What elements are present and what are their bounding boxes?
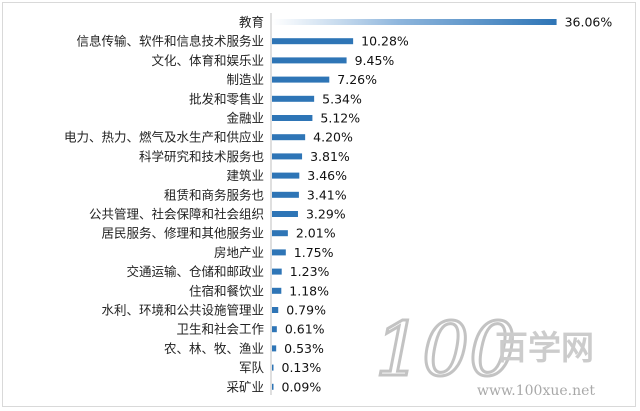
value-label: 4.20% bbox=[313, 130, 353, 145]
value-label: 5.34% bbox=[322, 91, 362, 106]
bar bbox=[272, 364, 274, 371]
category-label: 居民服务、修理和其他服务业 bbox=[101, 226, 264, 241]
value-label: 2.01% bbox=[296, 226, 336, 241]
bar bbox=[272, 115, 313, 121]
category-label: 租赁和商务服务也 bbox=[164, 187, 264, 202]
category-label: 制造业 bbox=[226, 72, 264, 87]
value-label: 0.61% bbox=[285, 322, 325, 337]
category-label: 电力、热力、燃气及水生产和供应业 bbox=[64, 130, 264, 145]
category-label: 农、林、牧、渔业 bbox=[164, 341, 264, 356]
bar bbox=[272, 307, 279, 313]
bar bbox=[272, 383, 274, 390]
category-label: 金融业 bbox=[226, 111, 264, 126]
chart-frame: 100 百学网 www.100xue.net 教育信息传输、软件和信息技术服务业… bbox=[2, 2, 636, 407]
watermark-logo: 100 百学网 www.100xue.net bbox=[374, 306, 596, 400]
value-label: 1.75% bbox=[294, 245, 334, 260]
bar bbox=[272, 38, 354, 45]
bar bbox=[272, 76, 330, 83]
bar bbox=[272, 345, 277, 352]
value-label: 0.53% bbox=[284, 341, 324, 356]
bar bbox=[272, 326, 277, 333]
value-label: 0.09% bbox=[282, 379, 322, 394]
bar bbox=[272, 134, 306, 141]
category-label: 建筑业 bbox=[226, 168, 264, 183]
value-label: 1.18% bbox=[289, 283, 329, 298]
category-label: 批发和零售业 bbox=[189, 91, 264, 106]
bar bbox=[272, 230, 288, 237]
category-label: 公共管理、社会保障和社会组织 bbox=[89, 207, 264, 222]
value-label: 3.29% bbox=[306, 207, 346, 222]
value-label: 9.45% bbox=[355, 53, 395, 68]
category-labels-group: 教育信息传输、软件和信息技术服务业文化、体育和娱乐业制造业批发和零售业金融业电力… bbox=[64, 15, 265, 395]
category-label: 信息传输、软件和信息技术服务业 bbox=[76, 34, 264, 49]
value-label: 1.23% bbox=[290, 264, 330, 279]
category-label: 住宿和餐饮业 bbox=[189, 283, 264, 298]
bar bbox=[272, 153, 303, 160]
bar bbox=[272, 95, 315, 102]
bars-group bbox=[272, 19, 557, 390]
category-label: 科学研究和技术服务也 bbox=[139, 149, 264, 164]
category-label: 卫生和社会工作 bbox=[176, 322, 264, 337]
category-label: 教育 bbox=[239, 15, 264, 30]
value-label: 10.28% bbox=[361, 34, 409, 49]
bar bbox=[272, 249, 286, 256]
value-labels-group: 36.06% 10.28% 9.45% 7.26% 5.34% 5.12% 4.20% 3.8… bbox=[282, 15, 613, 395]
value-label: 0.13% bbox=[282, 360, 322, 375]
bar bbox=[272, 287, 282, 294]
bar bbox=[272, 57, 347, 64]
value-label: 3.81% bbox=[310, 149, 350, 164]
category-label: 交通运输、仓储和邮政业 bbox=[126, 264, 264, 279]
bar bbox=[272, 268, 282, 275]
category-label: 军队 bbox=[239, 360, 265, 375]
bar bbox=[272, 191, 299, 198]
value-label: 5.12% bbox=[320, 111, 360, 126]
category-label: 水利、环境和公共设施管理业 bbox=[101, 303, 264, 318]
category-label: 房地产业 bbox=[214, 245, 264, 260]
watermark-brand: 百学网 bbox=[495, 328, 594, 367]
bar bbox=[272, 172, 300, 179]
value-label: 3.41% bbox=[307, 187, 347, 202]
bar bbox=[272, 19, 557, 25]
watermark-url: www.100xue.net bbox=[477, 383, 595, 399]
value-label: 7.26% bbox=[337, 72, 377, 87]
value-label: 0.79% bbox=[286, 303, 326, 318]
category-label: 文化、体育和娱乐业 bbox=[151, 53, 264, 68]
value-label: 3.46% bbox=[307, 168, 347, 183]
bar bbox=[272, 211, 298, 217]
watermark-number: 100 bbox=[375, 307, 516, 393]
value-label: 36.06% bbox=[565, 15, 613, 30]
industry-distribution-bar-chart: 100 百学网 www.100xue.net 教育信息传输、软件和信息技术服务业… bbox=[64, 13, 613, 400]
category-label: 采矿业 bbox=[226, 379, 264, 394]
